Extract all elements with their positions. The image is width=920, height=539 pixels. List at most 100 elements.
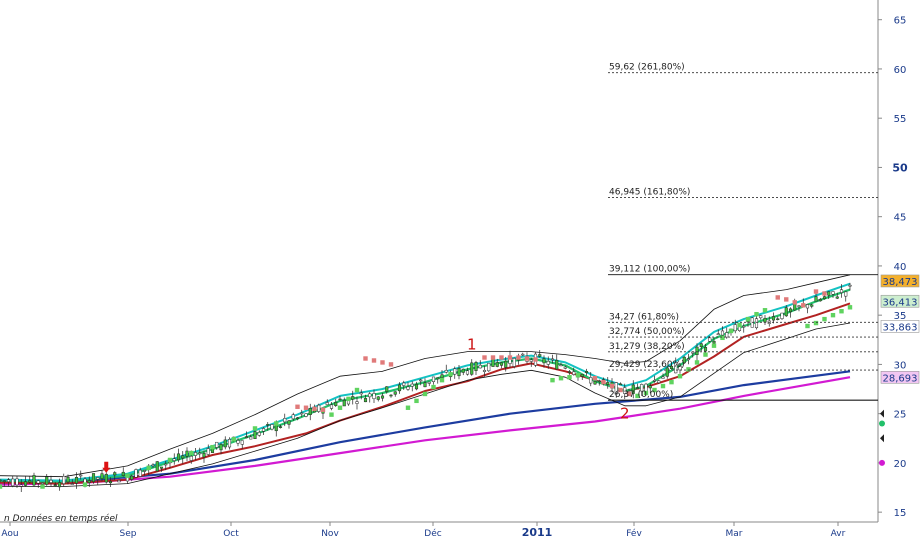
candle-body	[283, 418, 287, 423]
candle-body	[202, 452, 206, 458]
candle-body	[461, 368, 465, 373]
candle-body	[814, 296, 818, 302]
sar-dot-red	[388, 362, 394, 367]
x-tick-label: Déc	[424, 528, 441, 539]
sar-dot-green	[448, 372, 453, 377]
candle-body	[32, 475, 36, 486]
candle-body	[436, 377, 440, 380]
candle-body	[776, 318, 780, 321]
sar-dot-green	[762, 308, 768, 313]
candle-body	[96, 477, 100, 480]
candle-body	[550, 358, 555, 361]
price-badge-label: 36,413	[883, 297, 918, 308]
candle-body	[49, 479, 53, 483]
candle-body	[703, 347, 708, 352]
candle-body	[423, 382, 427, 388]
candle-body	[355, 401, 359, 404]
y-tick-label: 30	[894, 360, 907, 371]
candle-body	[474, 362, 478, 371]
sar-dot-green	[703, 352, 708, 357]
candle-body	[406, 386, 410, 390]
realtime-label: n Données en temps réel	[4, 513, 118, 524]
sar-dot-green	[431, 384, 436, 390]
candle-body	[563, 366, 567, 369]
candle-body	[368, 393, 372, 398]
candle-body	[57, 482, 62, 488]
candle-body	[682, 356, 686, 364]
sar-dot-green	[839, 309, 844, 314]
x-tick-label: Fév	[626, 528, 642, 539]
price-badge-label: 28,693	[883, 373, 918, 384]
sar-dot-red	[524, 356, 530, 361]
sar-dot-green	[805, 323, 810, 329]
candle-body	[529, 359, 533, 362]
x-tick-label: Avr	[831, 529, 846, 539]
candle-body	[465, 370, 470, 375]
candle-body	[28, 480, 32, 483]
candle-body	[470, 362, 474, 375]
candle-body	[567, 371, 572, 373]
candle-body	[521, 353, 525, 356]
sar-dot-red	[482, 355, 487, 360]
candle-body	[793, 303, 797, 311]
candle-body	[431, 376, 436, 382]
price-badge	[880, 370, 920, 384]
sar-dot-green	[847, 305, 853, 310]
fib-level-label: 31,279 (38,20%)	[609, 342, 685, 352]
candle-body	[457, 368, 461, 377]
candle-body	[414, 384, 419, 390]
y-tick-label: 20	[894, 459, 907, 470]
sar-dot-green	[439, 377, 445, 383]
candle-body	[210, 448, 215, 453]
sar-dot-green	[125, 473, 130, 478]
candle-body	[708, 337, 712, 342]
candle-body	[597, 380, 601, 382]
sar-dot-green	[711, 343, 717, 348]
candle-body	[818, 299, 822, 302]
series-line-ma-mid	[0, 302, 851, 485]
candle-body	[771, 316, 776, 321]
sar-dot-green	[652, 387, 657, 393]
candle-body	[113, 472, 117, 476]
price-badge-label: 33,863	[883, 322, 918, 333]
y-tick-label: 65	[894, 16, 907, 27]
candle-body	[295, 417, 300, 420]
candle-body	[657, 380, 661, 384]
sar-dot-green	[422, 391, 428, 397]
candle-body	[380, 395, 385, 399]
candle-body	[584, 371, 589, 373]
price-badge-label: 38,473	[883, 277, 918, 288]
candle-body	[300, 412, 304, 415]
candle-body	[631, 384, 635, 394]
price-badge	[880, 294, 920, 308]
sar-dot-red	[626, 391, 632, 397]
edge-marker-icon	[880, 434, 884, 443]
sar-dot-red	[499, 355, 504, 360]
edge-marker-icon	[880, 409, 884, 418]
sar-dot-green	[686, 367, 691, 372]
sar-dot-red	[380, 360, 385, 365]
candle-body	[385, 386, 389, 392]
sar-dot-green	[635, 393, 640, 399]
sar-dot-red	[801, 303, 806, 308]
candle-body	[453, 368, 457, 375]
sar-dot-green	[813, 320, 819, 326]
sar-dot-green	[167, 457, 173, 463]
candle-body	[104, 473, 108, 483]
y-tick-label: 55	[894, 114, 907, 125]
candle-body	[797, 305, 801, 307]
candle-body	[249, 436, 253, 440]
price-badge	[880, 274, 920, 288]
price-axis: 15 20 25 30 35 40 45 50 55 60 65	[878, 16, 908, 519]
fib-level-label: 59,62 (261,80%)	[609, 63, 685, 73]
candle-body	[848, 284, 852, 287]
candle-body	[351, 396, 355, 400]
candle-body	[176, 453, 181, 461]
x-tick-label: Sep	[120, 529, 137, 539]
signal-arrow-icon	[102, 461, 111, 473]
y-tick-label: 35	[894, 311, 907, 322]
x-tick-label: Mar	[726, 529, 743, 539]
sar-dot-red	[618, 387, 623, 393]
candle-body	[844, 291, 848, 297]
